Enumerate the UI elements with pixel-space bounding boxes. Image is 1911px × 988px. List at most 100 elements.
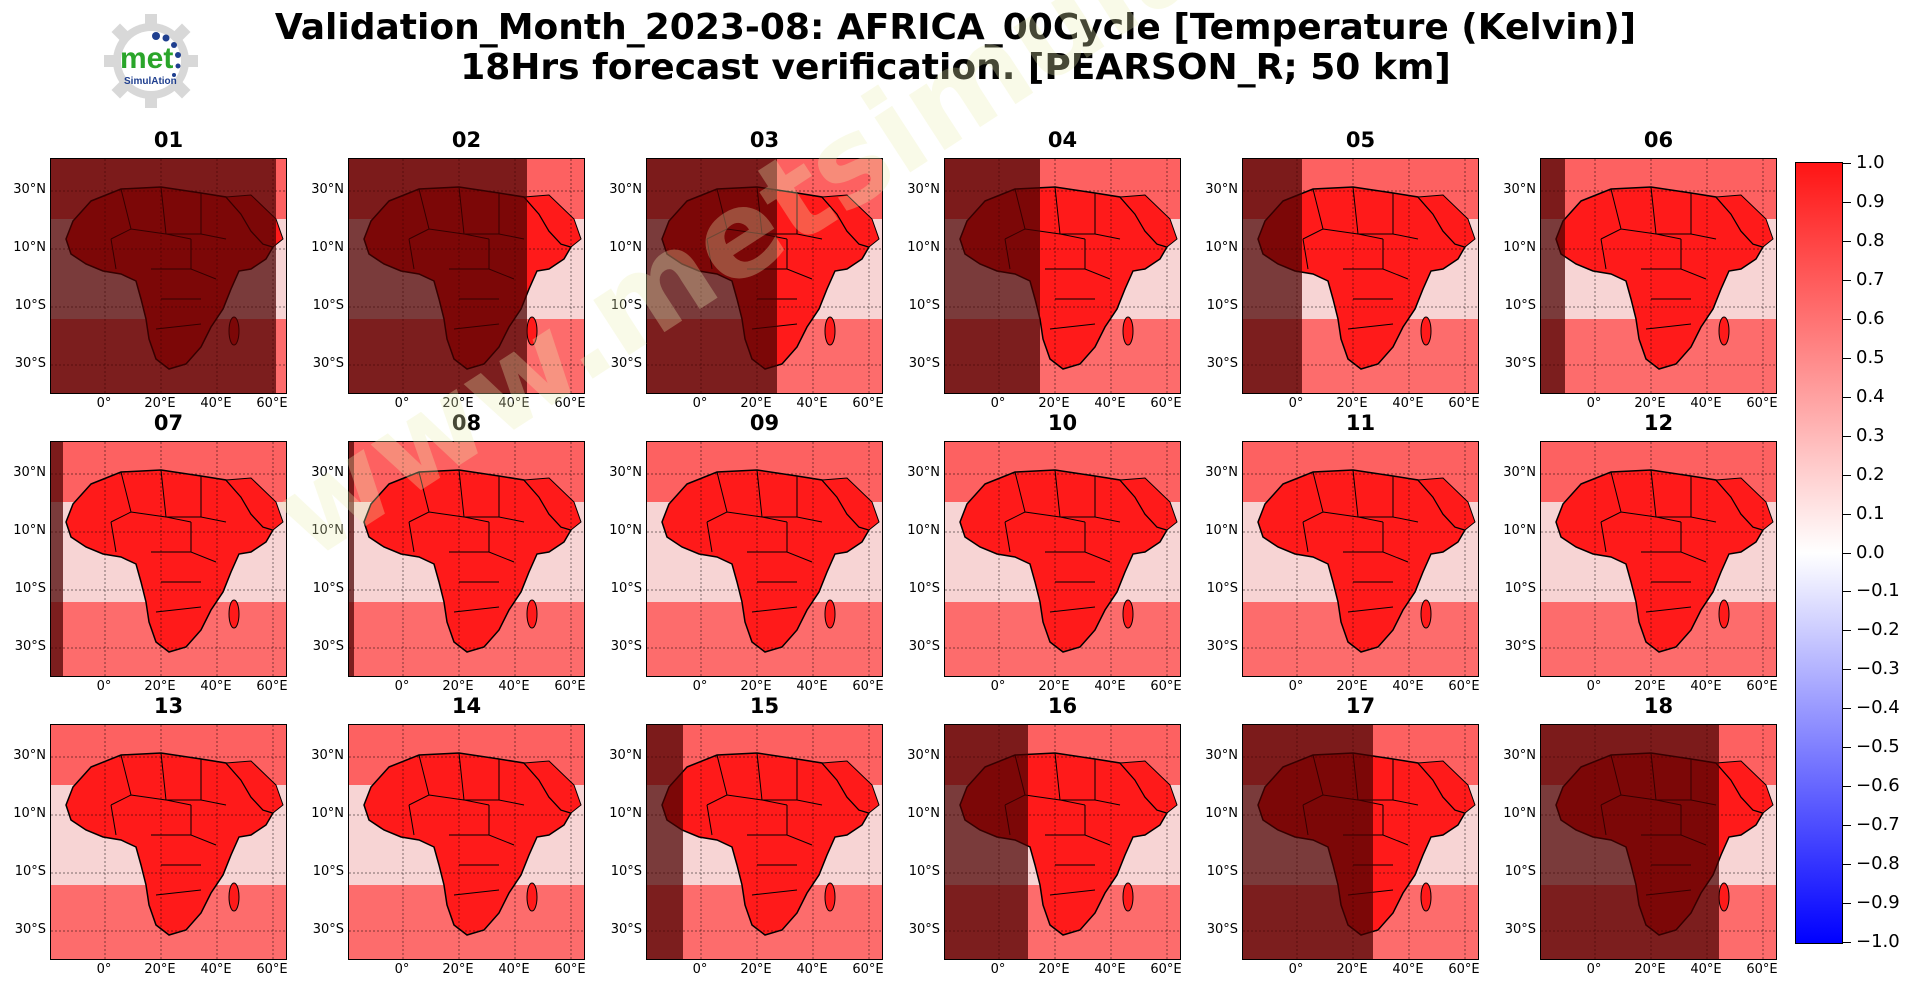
longitude-label: 60°E bbox=[1150, 679, 1182, 694]
longitude-label: 0° bbox=[394, 396, 410, 411]
latitude-label: 10°N bbox=[1205, 523, 1238, 538]
longitude-label: 60°E bbox=[1746, 396, 1778, 411]
latitude-label: 10°N bbox=[907, 523, 940, 538]
met-simulation-logo: met SimulAtion bbox=[96, 10, 206, 112]
latitude-label: 30°N bbox=[609, 182, 642, 197]
colorbar-gradient bbox=[1796, 163, 1842, 943]
latitude-label: 30°N bbox=[311, 182, 344, 197]
latitude-label: 10°S bbox=[14, 581, 46, 596]
africa-map-panel bbox=[1242, 441, 1479, 677]
longitude-label: 20°E bbox=[740, 396, 772, 411]
latitude-label: 30°N bbox=[1503, 465, 1536, 480]
colorbar-tick-label: 0.3 bbox=[1856, 425, 1885, 446]
latitude-label: 10°N bbox=[311, 240, 344, 255]
longitude-label: 40°E bbox=[1690, 396, 1722, 411]
colorbar-tick-label: 0.2 bbox=[1856, 464, 1885, 485]
longitude-label: 20°E bbox=[1336, 962, 1368, 977]
colorbar-tick bbox=[1843, 202, 1851, 203]
longitude-label: 0° bbox=[96, 396, 112, 411]
africa-map-panel bbox=[646, 158, 883, 394]
colorbar-tick-label: −0.9 bbox=[1856, 892, 1900, 913]
colorbar-tick-label: 0.7 bbox=[1856, 269, 1885, 290]
longitude-label: 0° bbox=[692, 396, 708, 411]
longitude-label: 40°E bbox=[796, 396, 828, 411]
longitude-label: 40°E bbox=[1094, 396, 1126, 411]
colorbar-tick-label: −0.3 bbox=[1856, 658, 1900, 679]
africa-map-panel bbox=[50, 441, 287, 677]
longitude-label: 40°E bbox=[1690, 679, 1722, 694]
longitude-label: 0° bbox=[692, 679, 708, 694]
latitude-label: 30°S bbox=[14, 639, 46, 654]
latitude-label: 10°N bbox=[1503, 240, 1536, 255]
latitude-label: 10°N bbox=[311, 523, 344, 538]
latitude-label: 10°S bbox=[908, 581, 940, 596]
latitude-label: 30°S bbox=[1504, 922, 1536, 937]
colorbar-tick bbox=[1843, 708, 1851, 709]
longitude-label: 20°E bbox=[1038, 396, 1070, 411]
colorbar-tick-label: −0.1 bbox=[1856, 580, 1900, 601]
colorbar-tick bbox=[1843, 630, 1851, 631]
latitude-label: 30°S bbox=[14, 922, 46, 937]
longitude-label: 0° bbox=[990, 396, 1006, 411]
latitude-label: 10°S bbox=[908, 864, 940, 879]
latitude-label: 10°S bbox=[312, 581, 344, 596]
longitude-label: 40°E bbox=[200, 962, 232, 977]
africa-map-panel bbox=[50, 158, 287, 394]
colorbar-tick-label: 1.0 bbox=[1856, 152, 1885, 173]
longitude-label: 60°E bbox=[1448, 396, 1480, 411]
longitude-label: 40°E bbox=[796, 679, 828, 694]
colorbar-tick-label: 0.6 bbox=[1856, 308, 1885, 329]
latitude-label: 10°N bbox=[1205, 240, 1238, 255]
longitude-label: 40°E bbox=[498, 679, 530, 694]
longitude-label: 0° bbox=[692, 962, 708, 977]
africa-map-panel bbox=[646, 724, 883, 960]
longitude-label: 40°E bbox=[1690, 962, 1722, 977]
longitude-label: 20°E bbox=[740, 962, 772, 977]
longitude-label: 60°E bbox=[256, 962, 288, 977]
longitude-label: 20°E bbox=[1336, 679, 1368, 694]
latitude-label: 10°N bbox=[13, 240, 46, 255]
colorbar-tick bbox=[1843, 436, 1851, 437]
longitude-label: 40°E bbox=[200, 396, 232, 411]
latitude-label: 30°N bbox=[13, 465, 46, 480]
latitude-label: 10°N bbox=[311, 806, 344, 821]
panel-title: 15 bbox=[749, 694, 780, 718]
longitude-label: 60°E bbox=[1150, 962, 1182, 977]
colorbar-tick bbox=[1843, 747, 1851, 748]
panel-title: 13 bbox=[153, 694, 184, 718]
latitude-label: 10°S bbox=[1504, 298, 1536, 313]
africa-map-panel bbox=[50, 724, 287, 960]
colorbar-tick bbox=[1843, 163, 1851, 164]
panel-title: 04 bbox=[1047, 128, 1078, 152]
colorbar-tick-label: −0.7 bbox=[1856, 814, 1900, 835]
africa-map-panel bbox=[944, 158, 1181, 394]
africa-map-panel bbox=[944, 724, 1181, 960]
longitude-label: 20°E bbox=[1634, 679, 1666, 694]
longitude-label: 40°E bbox=[1392, 962, 1424, 977]
latitude-label: 30°S bbox=[1206, 356, 1238, 371]
latitude-label: 10°N bbox=[1503, 523, 1536, 538]
africa-map-panel bbox=[1242, 158, 1479, 394]
colorbar-tick bbox=[1843, 825, 1851, 826]
latitude-label: 10°S bbox=[1504, 581, 1536, 596]
latitude-label: 30°N bbox=[907, 465, 940, 480]
longitude-label: 20°E bbox=[740, 679, 772, 694]
longitude-label: 60°E bbox=[554, 396, 586, 411]
colorbar-tick-label: −0.5 bbox=[1856, 736, 1900, 757]
longitude-label: 20°E bbox=[442, 962, 474, 977]
longitude-label: 40°E bbox=[498, 396, 530, 411]
latitude-label: 30°S bbox=[1504, 639, 1536, 654]
colorbar-tick-label: 0.4 bbox=[1856, 386, 1885, 407]
longitude-label: 40°E bbox=[498, 962, 530, 977]
longitude-label: 20°E bbox=[1634, 962, 1666, 977]
africa-map-panel bbox=[1540, 724, 1777, 960]
latitude-label: 10°N bbox=[13, 806, 46, 821]
panel-title: 11 bbox=[1345, 411, 1376, 435]
colorbar-tick-label: 0.5 bbox=[1856, 347, 1885, 368]
longitude-label: 0° bbox=[1586, 396, 1602, 411]
panel-title: 14 bbox=[451, 694, 482, 718]
latitude-label: 10°S bbox=[610, 298, 642, 313]
colorbar-tick bbox=[1843, 358, 1851, 359]
panel-title: 01 bbox=[153, 128, 184, 152]
longitude-label: 20°E bbox=[442, 679, 474, 694]
